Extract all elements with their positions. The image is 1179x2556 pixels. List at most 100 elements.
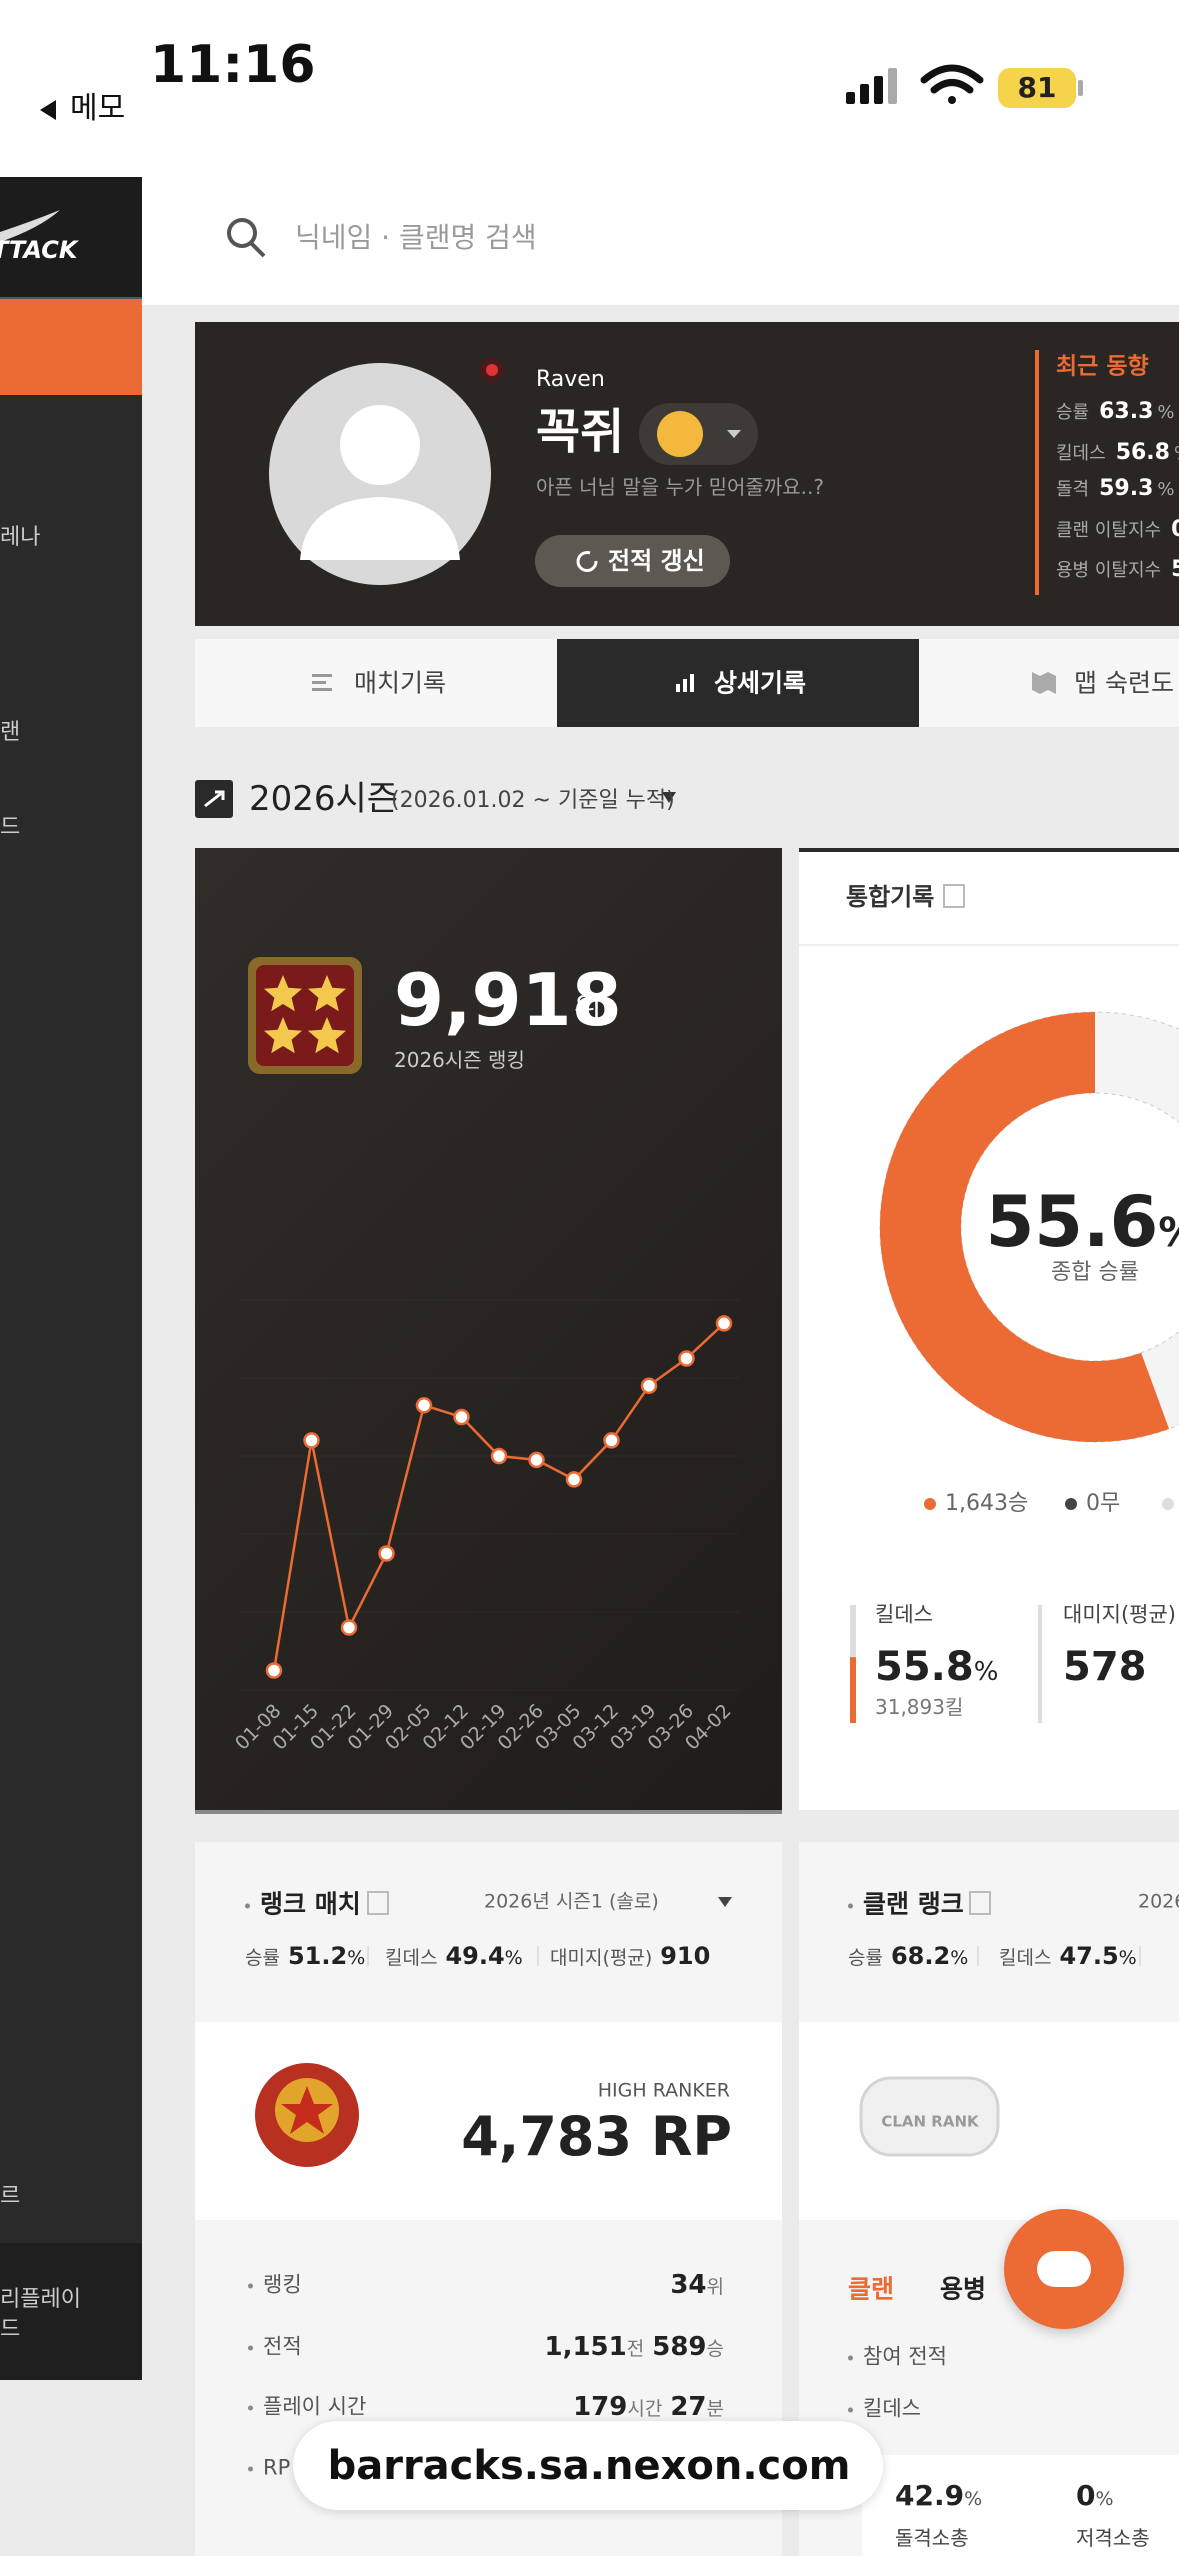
detail-label: 플레이 시간 [248,2396,366,2418]
info-icon[interactable] [943,884,965,908]
kd-unit: % [973,1657,999,1687]
season-select[interactable]: 2026 [1138,1890,1179,1913]
trend-title: 최근 동향 [1056,353,1149,380]
rank-line [272,1322,725,1671]
win-rate-label: 종합 승률 [1051,1260,1139,1285]
info-icon[interactable] [367,1891,389,1915]
star [308,1017,346,1054]
trend-label: 클랜 이탈지수 [1056,520,1162,541]
back-label[interactable]: 메모 [70,91,126,126]
stat: 승률 68.2% [848,1944,968,1968]
rank-point [715,1315,733,1332]
stat-value: 49.4 [445,1942,505,1970]
row-label: 참여 전적 [848,2346,947,2368]
weapon-box [862,2455,1179,2556]
rank-point [265,1662,283,1679]
trend-row: 용병 이탈지수 5 [1056,559,1179,581]
detail-number: 27 [670,2392,707,2422]
rank-point [528,1451,545,1469]
info-icon[interactable] [969,1891,991,1915]
trend-row: 킬데스 56.8% [1056,442,1179,464]
row-label: 킬데스 [848,2398,921,2420]
rank-point [565,1471,583,1488]
sidebar-item[interactable]: 리플레이 [0,2287,81,2312]
detail-value: 34위 [670,2272,732,2298]
refresh-button[interactable] [535,535,730,587]
rank-point [378,1545,395,1562]
win-rate: 55.6% [986,1187,1179,1257]
url[interactable]: barracks.sa.nexon.com [327,2443,851,2489]
star [264,975,302,1012]
back-arrow[interactable] [40,100,56,120]
sidebar-item[interactable]: 랜 [0,720,21,745]
detail-number: 1,151 [544,2332,627,2362]
stat-sub: 31,893킬 [875,1695,964,1719]
kd-value: 55.8 [875,1644,974,1690]
trend-row: 승률 63.3% [1056,401,1175,423]
season-select[interactable]: 2026년 시즌1 (솔로) [484,1890,659,1913]
detail-number: 589 [652,2332,707,2362]
donut-outline [960,1092,1179,1362]
trend-value: 0 [1171,517,1179,542]
detail-value: 1,151전 589승 [545,2334,733,2360]
rank-value: 9,918 [394,958,622,1042]
sidebar-logo-area [0,177,142,299]
stat: 킬데스 47.5% [999,1944,1137,1968]
clan-rank-badge [859,2076,1000,2157]
stat-value: 578 [1063,1644,1147,1690]
url-bar[interactable] [293,2421,883,2510]
weapon-label: 저격소총 [1076,2526,1150,2550]
tab-icon [312,674,332,691]
trend-value: 63.3 [1099,399,1154,424]
tab[interactable] [195,639,557,727]
season-icon-arrow [204,790,225,808]
weapon-number: 42.9 [895,2479,965,2512]
search-icon-handle [249,241,266,258]
rank-point [453,1408,470,1426]
tab-active[interactable] [557,639,919,727]
battery-level: 81 [1017,71,1057,104]
season-caret[interactable] [662,792,676,803]
stat-label: 대미지(평균) [1063,1602,1176,1627]
rank-point [490,1447,508,1465]
card-title: 통합기록 [846,883,935,911]
stat-label: 킬데스 [875,1602,933,1627]
stat-value: 47.5 [1059,1942,1119,1970]
star [308,975,346,1012]
tab-label[interactable]: 상세기록 [714,668,807,698]
sidebar-item[interactable]: 르 [0,2184,21,2209]
search-header [142,177,1179,305]
stat-label: 킬데스 [999,1947,1052,1969]
divider [799,944,1179,946]
legend-swatch [1162,1498,1174,1510]
signal-icon [846,68,897,104]
logo-mark [0,210,60,242]
tab-label[interactable]: 맵 숙련도 [1074,668,1174,698]
badge-caret [727,430,741,438]
stat-label: 승률 [848,1947,883,1969]
detail-unit: 시간 [627,2398,663,2420]
sub-tab-active[interactable]: 클랜 [848,2274,895,2304]
sidebar-item[interactable]: 드 [0,815,21,840]
sidebar-active-item[interactable] [0,299,142,395]
sidebar-item[interactable]: 레나 [0,525,41,550]
chat-button[interactable] [1004,2209,1124,2329]
sidebar-item[interactable]: 드 [0,2317,21,2342]
nickname: 꼭쥐 [536,404,625,460]
season-dropdown[interactable] [718,1897,732,1907]
search-input[interactable]: 닉네임 · 클랜명 검색 [295,221,537,254]
stat-value: 51.2 [287,1942,348,1970]
detail-unit: 전 [626,2338,645,2360]
trend-label: 돌격 [1056,479,1090,500]
legend-swatch [924,1498,936,1510]
search-icon[interactable] [227,218,257,248]
sub-tab[interactable]: 용병 [940,2274,987,2304]
stat-unit: % [504,1947,523,1969]
refresh-label[interactable]: 전적 갱신 [608,547,705,575]
rank-unit: 위 [574,992,602,1027]
medal-stars [264,975,346,1054]
chat-icon [1037,2251,1091,2287]
clan-name[interactable]: Raven [536,367,605,392]
tab-label[interactable]: 매치기록 [354,668,447,698]
